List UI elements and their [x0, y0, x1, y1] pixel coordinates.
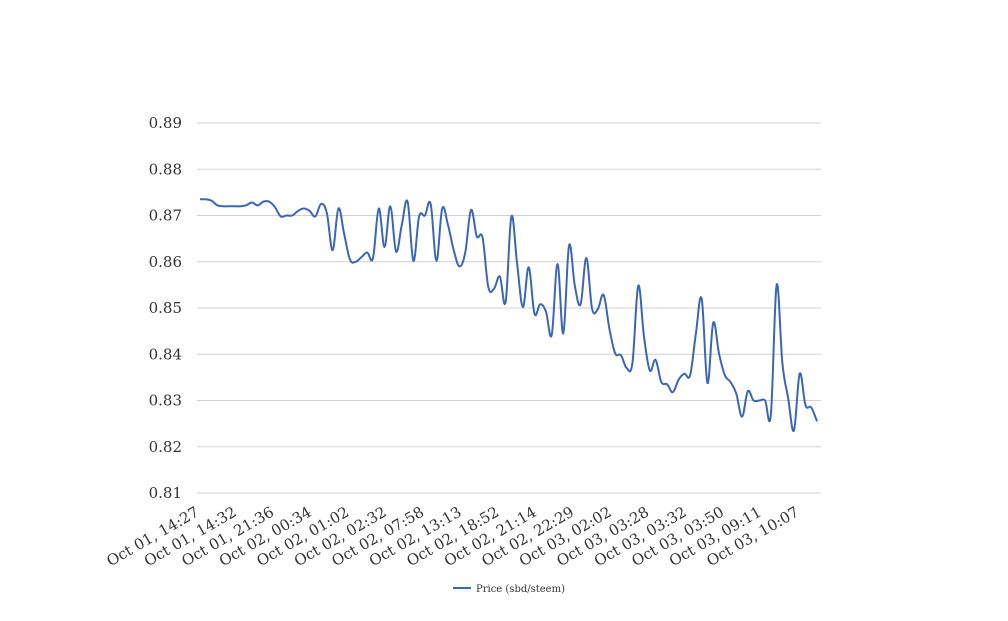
y-tick-label: 0.85 [149, 299, 182, 317]
legend: Price (sbd/steem) [453, 584, 565, 595]
y-tick-label: 0.87 [149, 207, 182, 225]
y-tick-label: 0.83 [149, 392, 182, 410]
series-layer [199, 198, 818, 432]
y-tick-label: 0.86 [149, 253, 182, 271]
y-tick-label: 0.89 [149, 114, 182, 132]
y-tick-label: 0.81 [149, 484, 182, 502]
gridlines [197, 122, 821, 494]
series-line-price [199, 198, 818, 432]
y-tick-label: 0.82 [149, 438, 182, 456]
y-axis-ticks: 0.81 0.82 0.83 0.84 0.85 0.86 0.87 0.88 0.89 [149, 114, 182, 502]
y-tick-label: 0.84 [149, 345, 182, 363]
y-tick-label: 0.88 [149, 160, 182, 178]
legend-label: Price (sbd/steem) [476, 584, 565, 595]
